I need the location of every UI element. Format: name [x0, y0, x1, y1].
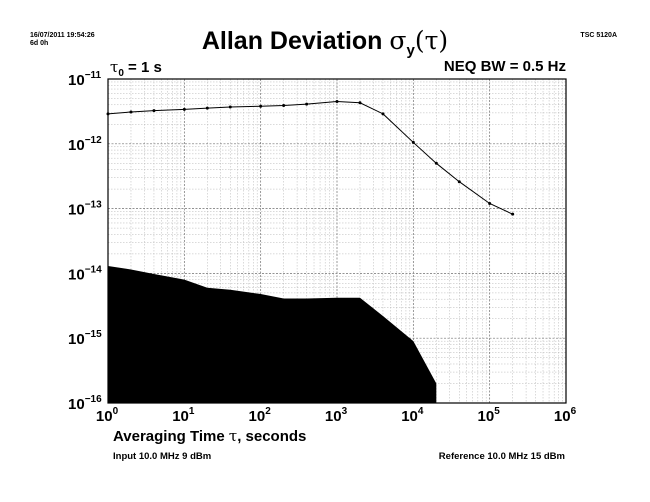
y-tick-label: 10−14	[68, 264, 102, 283]
x-tick-exponent: 6	[571, 406, 577, 417]
tau0-value: = 1 s	[123, 59, 162, 76]
data-point	[129, 110, 133, 114]
data-point	[457, 180, 461, 184]
x-axis-label: Averaging Time τ, seconds	[113, 427, 306, 445]
x-tick-exponent: 4	[418, 406, 424, 417]
tau0-label: τ0 = 1 s	[110, 58, 162, 79]
allan-deviation-line	[107, 100, 513, 215]
data-point	[259, 104, 263, 108]
data-point	[511, 212, 515, 216]
noise-floor-area	[108, 266, 437, 403]
data-point	[152, 109, 156, 113]
chart-title: Allan Deviation σy(τ)	[0, 26, 650, 59]
y-tick-exponent: −16	[85, 394, 102, 405]
x-tick-label: 104	[401, 406, 424, 425]
data-point	[381, 112, 385, 116]
data-point	[335, 99, 339, 103]
data-point	[358, 101, 362, 105]
x-axis-label-tau: τ	[228, 427, 238, 445]
x-axis-label-suffix: , seconds	[237, 428, 307, 445]
data-point	[488, 201, 492, 205]
x-tick-label: 105	[478, 406, 501, 425]
y-tick-exponent: −15	[85, 329, 102, 340]
data-point	[205, 106, 209, 110]
title-text: Allan Deviation	[201, 27, 390, 55]
x-tick-exponent: 3	[342, 406, 348, 417]
instrument-label: TSC 5120A	[580, 32, 617, 39]
y-tick-label: 10−12	[68, 135, 102, 154]
x-tick-exponent: 0	[113, 406, 119, 417]
x-tick-label: 100	[96, 406, 119, 425]
x-axis-label-text: Averaging Time	[113, 428, 229, 445]
title-sigma: σ	[389, 26, 407, 55]
y-tick-exponent: −12	[85, 135, 102, 146]
x-tick-exponent: 1	[189, 406, 195, 417]
x-tick-label: 106	[554, 406, 577, 425]
title-arg: (τ)	[414, 26, 449, 55]
plot-frame	[107, 78, 567, 404]
tau0-symbol: τ	[110, 58, 119, 76]
y-tick-exponent: −11	[85, 70, 102, 81]
data-point	[434, 161, 438, 165]
tau0-subscript: 0	[118, 68, 124, 79]
y-tick-exponent: −14	[85, 264, 102, 275]
y-tick-label: 10−11	[68, 70, 102, 89]
title-subscript: y	[406, 42, 415, 59]
duration-label: 6d 0h	[30, 40, 49, 47]
reference-signal-info: Reference 10.0 MHz 15 dBm	[438, 451, 565, 462]
data-point	[411, 140, 415, 144]
x-tick-label: 102	[249, 406, 272, 425]
y-tick-label: 10−13	[68, 200, 102, 219]
y-tick-label: 10−15	[68, 329, 102, 348]
x-tick-exponent: 5	[494, 406, 500, 417]
data-point	[228, 105, 232, 109]
input-signal-info: Input 10.0 MHz 9 dBm	[113, 451, 212, 462]
data-point	[282, 103, 286, 107]
neq-bandwidth-label: NEQ BW = 0.5 Hz	[443, 58, 566, 75]
data-point	[305, 102, 309, 106]
x-tick-exponent: 2	[265, 406, 271, 417]
x-tick-label: 103	[325, 406, 348, 425]
data-point	[182, 107, 186, 111]
timestamp: 16/07/2011 19:54:26	[30, 32, 95, 39]
y-tick-exponent: −13	[85, 200, 102, 211]
x-tick-label: 101	[172, 406, 195, 425]
